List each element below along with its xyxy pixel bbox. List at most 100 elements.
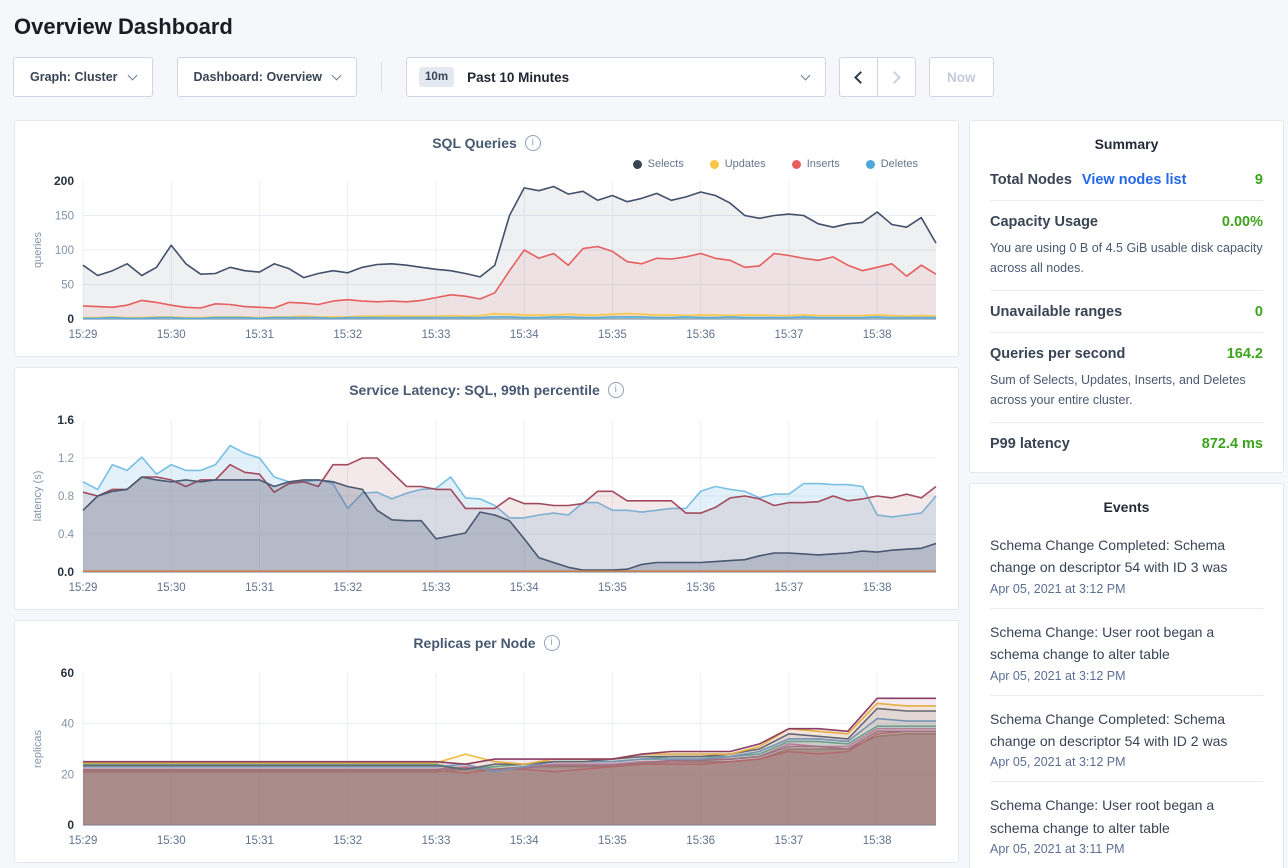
svg-text:15:34: 15:34 [510, 329, 539, 341]
event-item: Schema Change: User root began a schema … [990, 781, 1263, 868]
chevron-left-icon [854, 70, 867, 84]
events-title: Events [1103, 499, 1150, 515]
dashboard-dropdown-label: Dashboard: Overview [193, 70, 323, 84]
toolbar: Graph: Cluster Dashboard: Overview 10m P… [0, 57, 1288, 97]
event-timestamp: Apr 05, 2021 at 3:12 PM [990, 755, 1126, 770]
dashboard-dropdown[interactable]: Dashboard: Overview [176, 57, 358, 97]
now-button[interactable]: Now [929, 57, 994, 97]
chart-legend: Selects Updates Inserts Deletes [25, 153, 948, 173]
summary-row-label: P99 latency [990, 436, 1070, 452]
event-timestamp: Apr 05, 2021 at 3:12 PM [990, 581, 1126, 596]
time-range-picker[interactable]: 10m Past 10 Minutes [406, 57, 827, 97]
summary-row-label: Queries per second [990, 346, 1126, 362]
svg-text:15:30: 15:30 [157, 835, 186, 847]
svg-text:15:30: 15:30 [157, 582, 186, 594]
chart-header: SQL Queries i [25, 135, 948, 151]
summary-row-head: Total Nodes View nodes list 9 [990, 172, 1263, 188]
svg-text:15:29: 15:29 [69, 835, 98, 847]
info-icon[interactable]: i [524, 135, 541, 151]
svg-text:0.0: 0.0 [57, 565, 74, 579]
svg-text:15:38: 15:38 [863, 835, 892, 847]
summary-row-description: You are using 0 B of 4.5 GiB usable disk… [990, 241, 1263, 275]
summary-row-head: P99 latency 872.4 ms [990, 436, 1263, 452]
event-item: Schema Change: User root began a schema … [990, 607, 1263, 695]
svg-text:latency (s): latency (s) [32, 471, 44, 522]
summary-panel: Summary Total Nodes View nodes list 9 Capac… [969, 120, 1284, 473]
time-prev-button[interactable] [839, 57, 879, 97]
svg-text:0: 0 [67, 818, 74, 832]
svg-text:15:31: 15:31 [245, 329, 274, 341]
legend-dot-icon [709, 159, 719, 169]
legend-item: Selects [632, 158, 684, 170]
svg-text:15:36: 15:36 [686, 582, 715, 594]
summary-row: Queries per second 164.2 Sum of Selects, U… [990, 332, 1263, 422]
svg-text:20: 20 [61, 769, 74, 781]
replicas-per-node-chart[interactable]: 15:29 15:30 15:31 15:32 15:33 15:34 15:35 15:36… [25, 665, 948, 856]
sidebar: Summary Total Nodes View nodes list 9 Capac… [969, 120, 1284, 868]
chart-header: Service Latency: SQL, 99th percentile i [25, 382, 948, 398]
svg-text:15:30: 15:30 [157, 329, 186, 341]
chart-svg: 15:29 15:30 15:31 15:32 15:33 15:34 15:35 15:36… [32, 174, 937, 341]
summary-row-head: Queries per second 164.2 [990, 346, 1263, 362]
svg-text:15:32: 15:32 [333, 329, 362, 341]
legend-label: Inserts [806, 158, 840, 170]
svg-text:15:33: 15:33 [422, 582, 451, 594]
chevron-down-icon [127, 70, 137, 80]
svg-text:0: 0 [67, 312, 74, 326]
svg-text:15:38: 15:38 [863, 329, 892, 341]
summary-row-head: Capacity Usage 0.00% [990, 214, 1263, 230]
svg-text:15:31: 15:31 [245, 835, 274, 847]
svg-text:15:33: 15:33 [422, 329, 451, 341]
svg-text:15:34: 15:34 [510, 582, 539, 594]
legend-label: Deletes [880, 158, 918, 170]
svg-text:100: 100 [55, 245, 74, 257]
summary-row-label: Capacity Usage [990, 214, 1098, 230]
legend-dot-icon [632, 159, 642, 169]
svg-text:replicas: replicas [32, 730, 44, 768]
svg-text:15:34: 15:34 [510, 835, 539, 847]
event-item: Schema Change Completed: Schema change o… [990, 694, 1263, 782]
svg-text:40: 40 [61, 719, 74, 731]
info-icon[interactable]: i [543, 635, 560, 651]
time-next-button[interactable] [877, 57, 917, 97]
summary-row-value: 872.4 ms [1201, 436, 1263, 452]
page-title: Overview Dashboard [14, 14, 233, 39]
svg-text:15:32: 15:32 [333, 582, 362, 594]
event-item: Schema Change Completed: Schema change o… [990, 522, 1263, 608]
chevron-down-icon [331, 70, 342, 80]
svg-text:15:36: 15:36 [686, 329, 715, 341]
view-nodes-list-link[interactable]: View nodes list [1081, 172, 1187, 188]
chevron-down-icon [800, 70, 811, 80]
svg-text:15:31: 15:31 [245, 582, 274, 594]
svg-text:15:35: 15:35 [598, 582, 627, 594]
svg-text:15:38: 15:38 [863, 582, 892, 594]
svg-text:15:36: 15:36 [686, 835, 715, 847]
svg-text:0.4: 0.4 [58, 529, 75, 541]
summary-row-value: 9 [1254, 172, 1263, 188]
legend-dot-icon [791, 159, 801, 169]
svg-text:15:33: 15:33 [422, 835, 451, 847]
svg-text:15:37: 15:37 [775, 582, 804, 594]
event-text: Schema Change Completed: Schema change o… [990, 537, 1228, 576]
sql-queries-chart[interactable]: 15:29 15:30 15:31 15:32 15:33 15:34 15:35 15:36… [25, 173, 948, 350]
chart-svg: 15:29 15:30 15:31 15:32 15:33 15:34 15:35 15:36… [32, 413, 937, 594]
summary-rows: Total Nodes View nodes list 9 Capacity Usag… [990, 159, 1263, 464]
legend-dot-icon [865, 159, 875, 169]
summary-row-value: 0 [1254, 304, 1263, 320]
event-timestamp: Apr 05, 2021 at 3:11 PM [990, 842, 1125, 857]
event-text: Schema Change Completed: Schema change o… [990, 710, 1228, 749]
svg-text:queries: queries [32, 231, 44, 268]
legend-item: Inserts [791, 158, 840, 170]
service-latency-chart[interactable]: 15:29 15:30 15:31 15:32 15:33 15:34 15:35 15:36… [25, 412, 948, 603]
graph-dropdown[interactable]: Graph: Cluster [13, 57, 153, 97]
time-nav-group [839, 57, 917, 97]
svg-text:15:35: 15:35 [598, 329, 627, 341]
toolbar-divider [381, 62, 383, 92]
svg-text:60: 60 [61, 666, 75, 680]
info-icon[interactable]: i [607, 382, 624, 398]
main-content: SQL Queries i Selects Updates Inserts Delet… [0, 97, 1288, 868]
summary-row: Unavailable ranges 0 [990, 290, 1263, 332]
svg-text:1.2: 1.2 [58, 453, 74, 465]
events-panel: Events Schema Change Completed: Schema c… [969, 483, 1284, 868]
svg-text:15:29: 15:29 [69, 582, 98, 594]
